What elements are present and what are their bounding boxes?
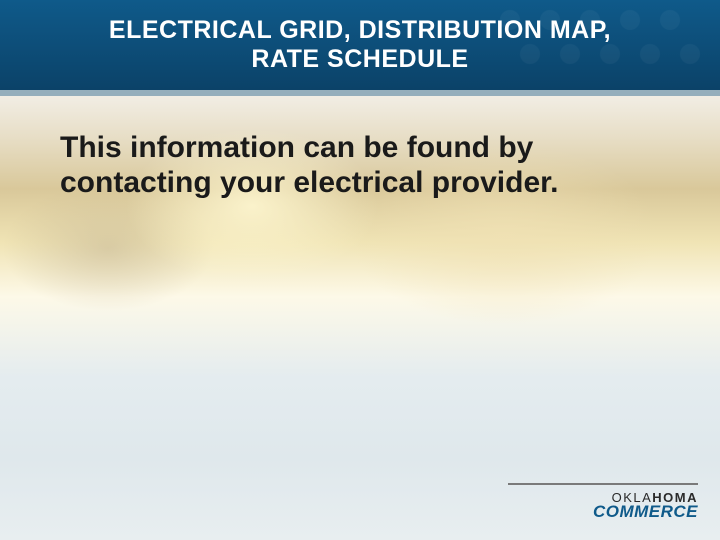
- slide: ELECTRICAL GRID, DISTRIBUTION MAP, RATE …: [0, 0, 720, 540]
- accent-bar: [0, 90, 720, 96]
- cloud-decoration: [0, 80, 720, 360]
- title-band: ELECTRICAL GRID, DISTRIBUTION MAP, RATE …: [0, 0, 720, 90]
- oklahoma-commerce-logo: OKLAHOMA COMMERCE: [593, 491, 698, 520]
- footer: OKLAHOMA COMMERCE: [508, 483, 698, 522]
- slide-title: ELECTRICAL GRID, DISTRIBUTION MAP, RATE …: [109, 16, 611, 75]
- body-area: This information can be found by contact…: [60, 130, 660, 201]
- body-text: This information can be found by contact…: [60, 130, 660, 201]
- logo-line2: COMMERCE: [593, 503, 698, 520]
- footer-rule: [508, 483, 698, 485]
